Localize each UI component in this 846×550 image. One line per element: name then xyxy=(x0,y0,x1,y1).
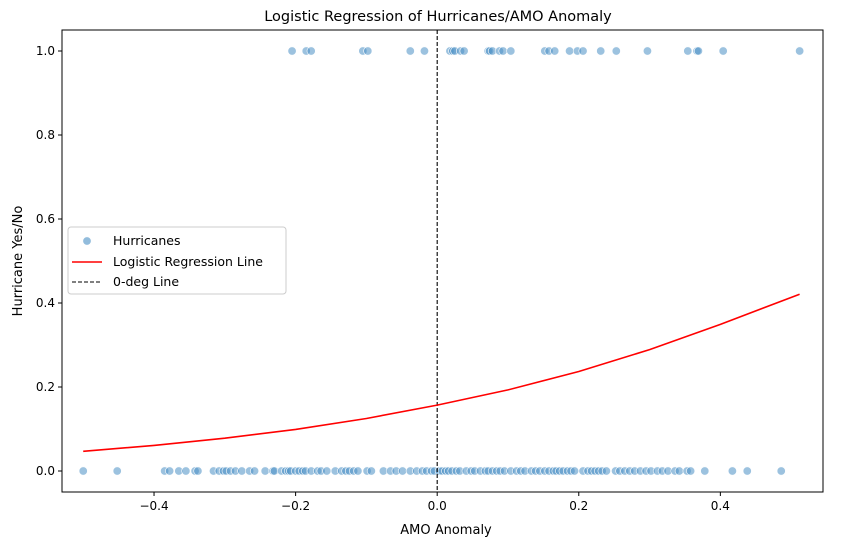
y-axis: 0.0 0.2 0.4 0.6 0.8 1.0 xyxy=(36,44,62,478)
scatter-point xyxy=(181,466,191,476)
scatter-point xyxy=(165,466,175,476)
scatter-point xyxy=(727,466,737,476)
scatter-point xyxy=(112,466,122,476)
y-tick-label: 0.2 xyxy=(36,380,55,394)
y-axis-label: Hurricane Yes/No xyxy=(11,206,26,317)
legend-label-regression: Logistic Regression Line xyxy=(113,254,263,269)
x-tick-label: 0.2 xyxy=(569,499,588,513)
scatter-point xyxy=(565,46,575,56)
scatter-point xyxy=(419,46,429,56)
scatter-point xyxy=(322,466,332,476)
legend-box xyxy=(67,226,287,295)
scatter-point xyxy=(776,466,786,476)
scatter-point xyxy=(353,466,363,476)
scatter-point xyxy=(693,46,703,56)
scatter-point xyxy=(601,466,611,476)
scatter-point xyxy=(611,46,621,56)
x-tick-label: 0.0 xyxy=(428,499,447,513)
legend-label-hurricanes: Hurricanes xyxy=(113,233,181,248)
scatter-point xyxy=(287,46,297,56)
legend: Hurricanes Logistic Regression Line 0-de… xyxy=(67,226,287,295)
x-axis-label: AMO Anomaly xyxy=(400,523,492,538)
y-tick-label: 0.4 xyxy=(36,296,55,310)
scatter-point xyxy=(742,466,752,476)
scatter-point xyxy=(578,46,588,56)
x-axis: −0.4 −0.2 0.0 0.2 0.4 xyxy=(139,492,730,513)
scatter-point xyxy=(550,46,560,56)
scatter-point xyxy=(596,46,606,56)
scatter-point xyxy=(250,466,260,476)
chart-title: Logistic Regression of Hurricanes/AMO An… xyxy=(264,9,612,25)
scatter-point xyxy=(363,46,373,56)
scatter-point xyxy=(683,46,693,56)
scatter-point xyxy=(398,466,408,476)
scatter-point xyxy=(193,466,203,476)
legend-label-zero: 0-deg Line xyxy=(113,274,179,289)
scatter-point xyxy=(306,46,316,56)
legend-marker-hurricanes xyxy=(82,236,92,246)
plot-area xyxy=(78,30,805,492)
scatter-point xyxy=(405,46,415,56)
scatter-point xyxy=(686,466,696,476)
scatter-point xyxy=(506,46,516,56)
scatter-point xyxy=(78,466,88,476)
scatter-point xyxy=(718,46,728,56)
scatter-point xyxy=(237,466,247,476)
scatter-point xyxy=(366,466,376,476)
x-tick-label: 0.4 xyxy=(711,499,730,513)
logistic-regression-line xyxy=(83,293,800,453)
scatter-point xyxy=(674,466,684,476)
scatter-point xyxy=(570,466,580,476)
plot-frame xyxy=(61,29,824,493)
y-tick-label: 0.8 xyxy=(36,128,55,142)
x-tick-label: −0.4 xyxy=(139,499,168,513)
scatter-point xyxy=(260,466,270,476)
scatter-point xyxy=(700,466,710,476)
y-tick-label: 0.0 xyxy=(36,464,55,478)
y-tick-label: 1.0 xyxy=(36,44,55,58)
x-tick-label: −0.2 xyxy=(281,499,310,513)
scatter-point xyxy=(498,46,508,56)
scatter-point xyxy=(642,46,652,56)
y-tick-label: 0.6 xyxy=(36,212,55,226)
scatter-point xyxy=(459,46,469,56)
scatter-point xyxy=(795,46,805,56)
